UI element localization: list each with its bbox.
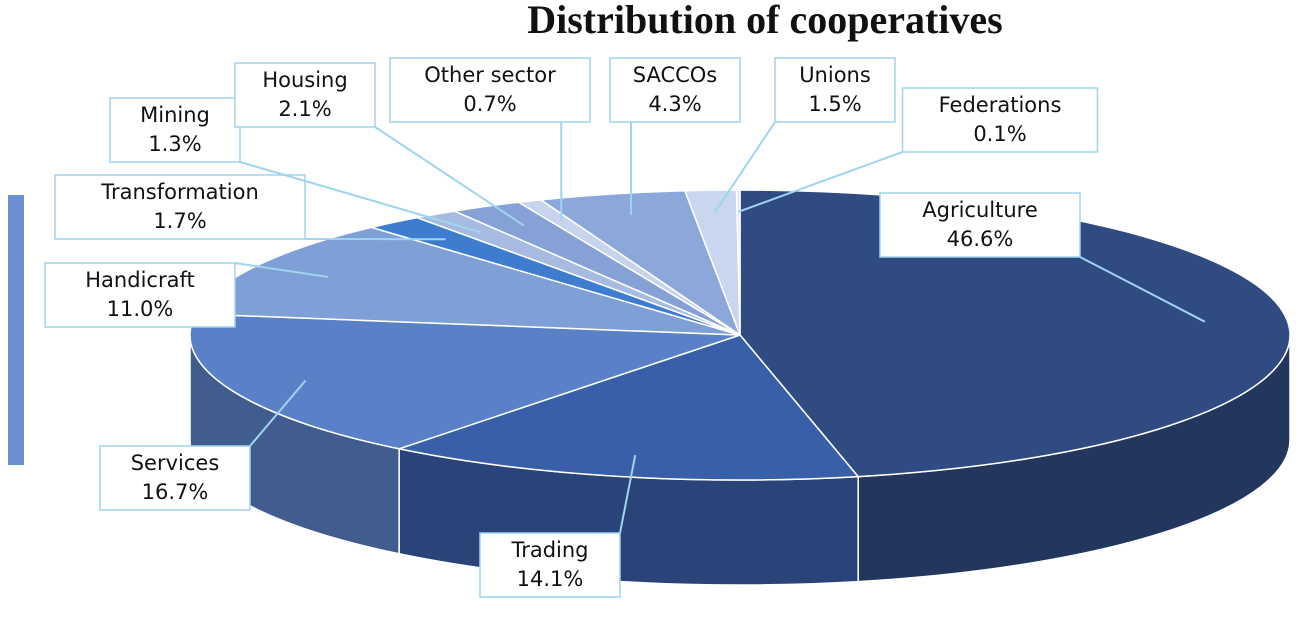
category-label: Other sector bbox=[424, 63, 556, 87]
value-label: 1.7% bbox=[153, 209, 206, 233]
value-label: 16.7% bbox=[142, 480, 209, 504]
value-label: 0.7% bbox=[463, 92, 516, 116]
category-label: Transformation bbox=[100, 180, 259, 204]
value-label: 4.3% bbox=[648, 92, 701, 116]
category-label: Housing bbox=[262, 68, 347, 92]
value-label: 14.1% bbox=[517, 567, 584, 591]
category-label: Handicraft bbox=[85, 268, 194, 292]
category-label: Unions bbox=[799, 63, 871, 87]
value-label: 1.3% bbox=[148, 132, 201, 156]
value-label: 46.6% bbox=[947, 227, 1014, 251]
value-label: 2.1% bbox=[278, 97, 331, 121]
category-label: Trading bbox=[510, 538, 588, 562]
category-label: Mining bbox=[140, 103, 210, 127]
leader-line bbox=[375, 127, 524, 226]
category-label: Federations bbox=[939, 93, 1062, 117]
pie-tops bbox=[190, 190, 1290, 480]
value-label: 1.5% bbox=[808, 92, 861, 116]
category-label: Services bbox=[131, 451, 220, 475]
value-label: 11.0% bbox=[107, 297, 174, 321]
category-label: SACCOs bbox=[633, 63, 718, 87]
side-bar bbox=[8, 195, 24, 465]
value-label: 0.1% bbox=[973, 122, 1026, 146]
chart-title: Distribution of cooperatives bbox=[527, 0, 1003, 42]
category-label: Agriculture bbox=[922, 198, 1038, 222]
